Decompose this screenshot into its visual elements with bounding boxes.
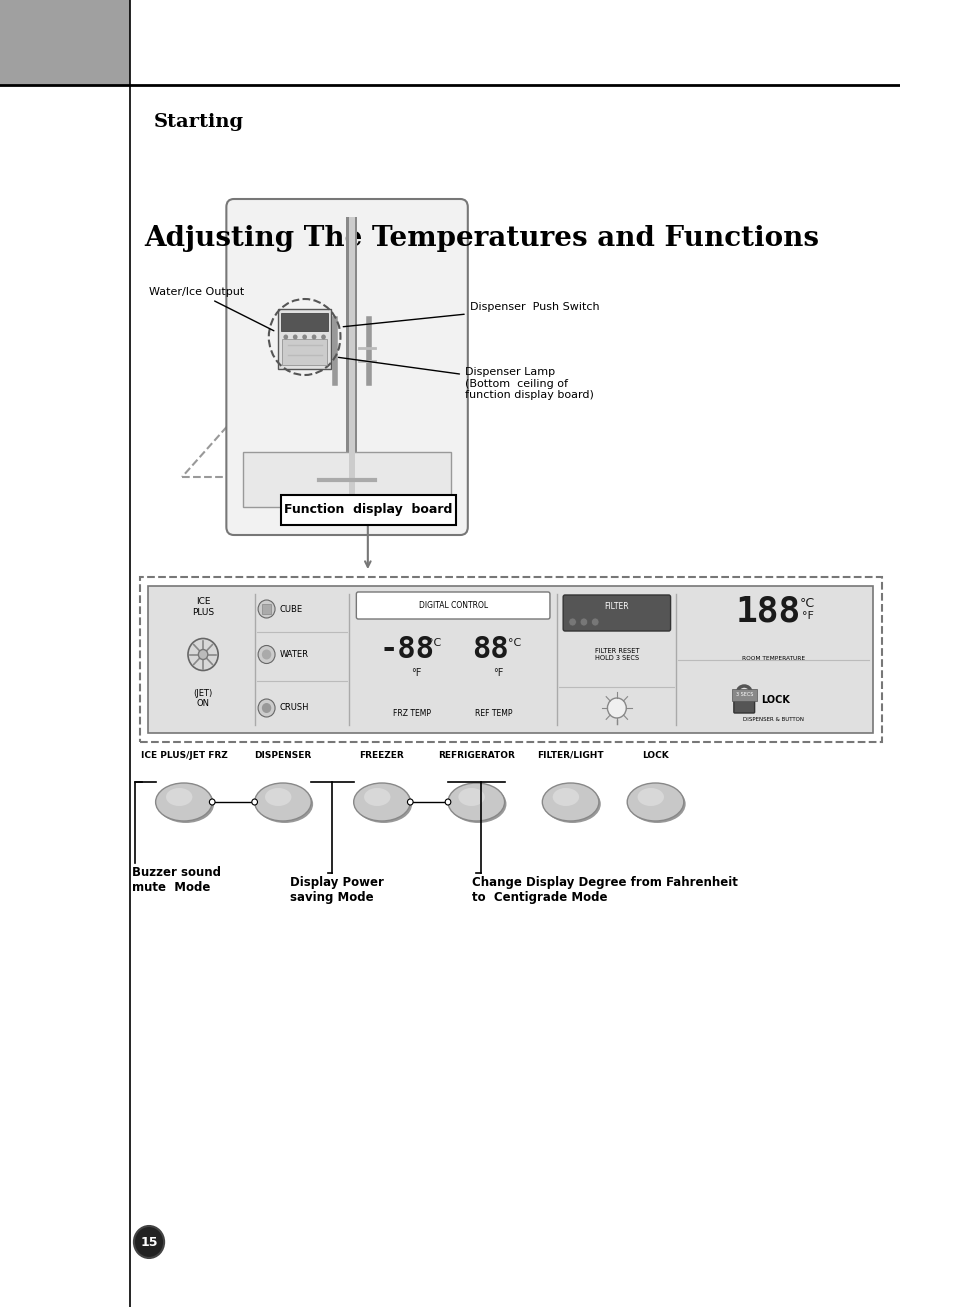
Circle shape [407, 799, 413, 805]
Bar [346, 217, 357, 518]
Circle shape [312, 335, 316, 340]
Circle shape [591, 618, 598, 626]
FancyBboxPatch shape [356, 592, 549, 620]
FancyBboxPatch shape [226, 199, 467, 535]
Text: Function  display  board: Function display board [283, 502, 452, 515]
Text: -88: -88 [379, 635, 435, 664]
Text: °C: °C [428, 638, 441, 647]
Circle shape [445, 799, 451, 805]
Ellipse shape [626, 783, 683, 821]
Text: 3 SECS: 3 SECS [735, 693, 752, 698]
Ellipse shape [355, 786, 412, 823]
Text: Water/Ice Output: Water/Ice Output [149, 288, 274, 331]
Ellipse shape [256, 786, 313, 823]
FancyBboxPatch shape [562, 595, 670, 631]
Text: CUBE: CUBE [279, 605, 303, 613]
Text: °F: °F [411, 668, 421, 677]
Text: Adjusting The Temperatures and Functions: Adjusting The Temperatures and Functions [144, 225, 819, 252]
Bar [282, 339, 327, 365]
Text: FILTER RESET
HOLD 3 SECS: FILTER RESET HOLD 3 SECS [594, 648, 639, 661]
FancyBboxPatch shape [148, 586, 872, 733]
Ellipse shape [543, 786, 600, 823]
Text: 188: 188 [736, 593, 801, 627]
Text: Starting: Starting [153, 112, 244, 131]
Circle shape [321, 335, 326, 340]
Circle shape [133, 1226, 164, 1259]
Text: LOCK: LOCK [760, 695, 789, 704]
Bar [278, 308, 331, 369]
Text: WATER: WATER [279, 650, 309, 659]
Circle shape [258, 699, 274, 718]
Text: LOCK: LOCK [641, 752, 668, 759]
Text: 88: 88 [472, 635, 509, 664]
Text: Dispenser  Push Switch: Dispenser Push Switch [343, 302, 598, 327]
Text: Dispenser Lamp
(Bottom  ceiling of
function display board): Dispenser Lamp (Bottom ceiling of functi… [338, 357, 593, 400]
Text: °F: °F [801, 610, 813, 621]
Text: (JET)
ON: (JET) ON [193, 689, 213, 708]
Circle shape [252, 799, 257, 805]
Circle shape [293, 335, 297, 340]
Text: ROOM TEMPERATURE: ROOM TEMPERATURE [741, 656, 804, 661]
Text: REF TEMP: REF TEMP [475, 708, 512, 718]
Bar [261, 604, 271, 614]
Text: ICE PLUS/JET FRZ: ICE PLUS/JET FRZ [140, 752, 227, 759]
Circle shape [607, 698, 625, 718]
Ellipse shape [552, 788, 578, 806]
Text: REFRIGERATOR: REFRIGERATOR [437, 752, 515, 759]
Circle shape [258, 646, 274, 664]
Circle shape [261, 703, 271, 714]
Ellipse shape [155, 783, 212, 821]
Text: DIGITAL CONTROL: DIGITAL CONTROL [418, 601, 487, 610]
Text: FREEZER: FREEZER [359, 752, 404, 759]
Text: FRZ TEMP: FRZ TEMP [393, 708, 431, 718]
Bar [139, 576, 881, 742]
Text: 15: 15 [140, 1235, 157, 1248]
Ellipse shape [364, 788, 390, 806]
Text: FILTER: FILTER [604, 603, 629, 612]
Ellipse shape [450, 786, 506, 823]
Circle shape [198, 650, 208, 660]
Ellipse shape [354, 783, 410, 821]
Text: CRUSH: CRUSH [279, 703, 309, 712]
Text: ICE
PLUS: ICE PLUS [192, 597, 213, 617]
Bar [281, 312, 328, 331]
Ellipse shape [457, 788, 484, 806]
Text: DISPENSER: DISPENSER [254, 752, 312, 759]
Ellipse shape [265, 788, 291, 806]
Text: °F: °F [493, 668, 503, 677]
Ellipse shape [628, 786, 685, 823]
Circle shape [258, 600, 274, 618]
Circle shape [283, 335, 288, 340]
Bar [0, 0, 130, 85]
Circle shape [568, 618, 576, 626]
FancyBboxPatch shape [281, 495, 456, 525]
Circle shape [188, 639, 218, 670]
Ellipse shape [541, 783, 598, 821]
Circle shape [209, 799, 214, 805]
Bar [349, 217, 355, 518]
FancyBboxPatch shape [733, 693, 754, 714]
Ellipse shape [637, 788, 663, 806]
Circle shape [579, 618, 587, 626]
Text: FILTER/LIGHT: FILTER/LIGHT [537, 752, 603, 759]
Text: °C: °C [507, 638, 520, 647]
Circle shape [261, 650, 271, 660]
Text: Buzzer sound
mute  Mode: Buzzer sound mute Mode [132, 867, 221, 894]
Text: DISPENSER & BUTTON: DISPENSER & BUTTON [742, 718, 803, 721]
Ellipse shape [254, 783, 311, 821]
Text: Change Display Degree from Fahrenheit
to  Centigrade Mode: Change Display Degree from Fahrenheit to… [471, 876, 737, 904]
Text: °C: °C [799, 597, 814, 610]
Circle shape [302, 335, 307, 340]
Text: Display Power
saving Mode: Display Power saving Mode [290, 876, 383, 904]
Bar [243, 452, 451, 507]
Ellipse shape [157, 786, 213, 823]
Ellipse shape [166, 788, 193, 806]
FancyBboxPatch shape [731, 689, 756, 701]
Ellipse shape [448, 783, 504, 821]
